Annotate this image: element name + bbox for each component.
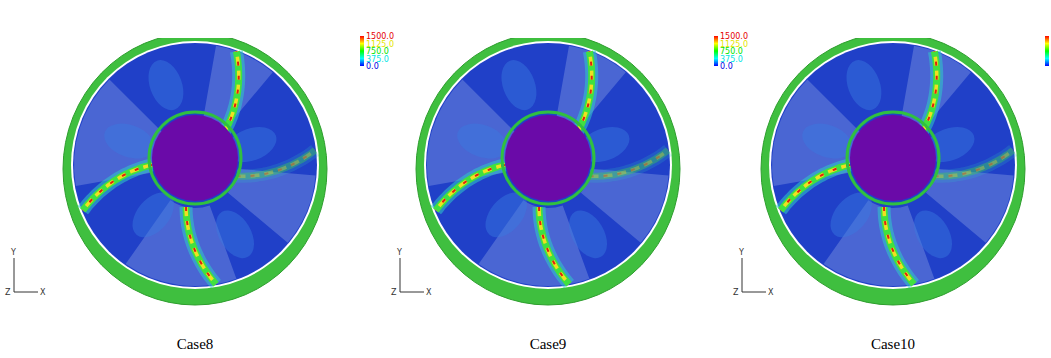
- triad-label: Z: [733, 288, 739, 297]
- blade-halo: [577, 51, 592, 133]
- caption: Case10: [871, 336, 915, 352]
- patch: [561, 204, 615, 265]
- rim: [424, 41, 672, 289]
- colorbar: [1045, 36, 1049, 66]
- patch: [840, 55, 888, 115]
- disk: [771, 43, 1015, 287]
- triad-axis: [742, 258, 743, 292]
- blade-core: [83, 165, 152, 210]
- hub: [152, 115, 238, 201]
- panel: 1500.01125.0750.0375.00.0YZXCase8: [5, 32, 394, 352]
- blade-core: [186, 207, 216, 284]
- caption: Case8: [177, 336, 214, 352]
- triad-axis: [400, 292, 424, 293]
- blade-core: [237, 150, 316, 176]
- triad-label: Z: [391, 288, 397, 297]
- contour-field: [761, 38, 1025, 305]
- casing: [416, 38, 680, 305]
- triad-axis: [14, 258, 15, 292]
- triad-label: Y: [396, 248, 402, 257]
- blade-peak: [186, 207, 216, 284]
- blade: [224, 51, 239, 133]
- blade-halo: [935, 150, 1014, 176]
- blade-peak: [577, 51, 592, 133]
- blade-halo: [781, 165, 850, 210]
- hub: [850, 115, 936, 201]
- blade-peak: [83, 165, 152, 210]
- blade-core: [224, 51, 239, 133]
- patch: [208, 204, 262, 265]
- blade: [922, 51, 937, 133]
- caption: Case9: [530, 336, 567, 352]
- blade-halo: [186, 207, 216, 284]
- blade: [436, 165, 505, 210]
- disk: [73, 43, 317, 287]
- patch: [142, 55, 190, 115]
- blade: [83, 165, 152, 210]
- colorbar-label: 0.0: [366, 62, 379, 71]
- colorbar: [360, 36, 364, 66]
- disk: [426, 43, 670, 287]
- blade-peak: [539, 207, 569, 284]
- blade-core: [935, 150, 1014, 176]
- panel: Y Z X Case10: [733, 33, 1049, 352]
- blade-peak: [884, 207, 914, 284]
- blade-halo: [539, 207, 569, 284]
- hub: [505, 115, 591, 201]
- blade: [935, 150, 1014, 176]
- triad-axis: [14, 292, 38, 293]
- blade-core: [884, 207, 914, 284]
- figure: 1500.01125.0750.0375.00.0YZXCase81500.01…: [0, 0, 1051, 358]
- blade-peak: [436, 165, 505, 210]
- blade-halo: [83, 165, 152, 210]
- colorbar: [714, 36, 718, 66]
- hub-edge: [847, 112, 939, 204]
- blade-peak: [237, 150, 316, 176]
- contour-field: [416, 38, 680, 305]
- patch: [495, 55, 543, 115]
- blade-core: [577, 51, 592, 133]
- colorbar-label: 0.0: [720, 62, 733, 71]
- triad-axis: [400, 258, 401, 292]
- triad-label: Z: [5, 288, 11, 297]
- triad-label: X: [768, 288, 774, 297]
- hub-edge: [502, 112, 594, 204]
- patch: [906, 204, 960, 265]
- blade-halo: [922, 51, 937, 133]
- blade-peak: [935, 150, 1014, 176]
- blade-core: [590, 150, 669, 176]
- blade-core: [436, 165, 505, 210]
- blade-halo: [224, 51, 239, 133]
- rim: [769, 41, 1017, 289]
- blade: [884, 207, 914, 284]
- triad-label: X: [426, 288, 432, 297]
- casing: [63, 38, 327, 305]
- blade-halo: [590, 150, 669, 176]
- blade: [186, 207, 216, 284]
- blade-peak: [781, 165, 850, 210]
- blade: [237, 150, 316, 176]
- blade: [539, 207, 569, 284]
- blade-halo: [884, 207, 914, 284]
- triad-label: Y: [10, 248, 16, 257]
- blade: [781, 165, 850, 210]
- blade-halo: [237, 150, 316, 176]
- blade-peak: [224, 51, 239, 133]
- blade: [590, 150, 669, 176]
- triad-label: X: [40, 288, 46, 297]
- blade-peak: [590, 150, 669, 176]
- blade-core: [539, 207, 569, 284]
- triad-axis: [742, 292, 766, 293]
- rim: [71, 41, 319, 289]
- blade-core: [781, 165, 850, 210]
- blade-peak: [922, 51, 937, 133]
- panel: 1500.01125.0750.0375.00.0YZXCase9: [391, 32, 748, 352]
- hub-edge: [149, 112, 241, 204]
- contour-field: [63, 38, 327, 305]
- blade-halo: [436, 165, 505, 210]
- triad-label: Y: [738, 248, 744, 257]
- casing: [761, 38, 1025, 305]
- blade: [577, 51, 592, 133]
- blade-core: [922, 51, 937, 133]
